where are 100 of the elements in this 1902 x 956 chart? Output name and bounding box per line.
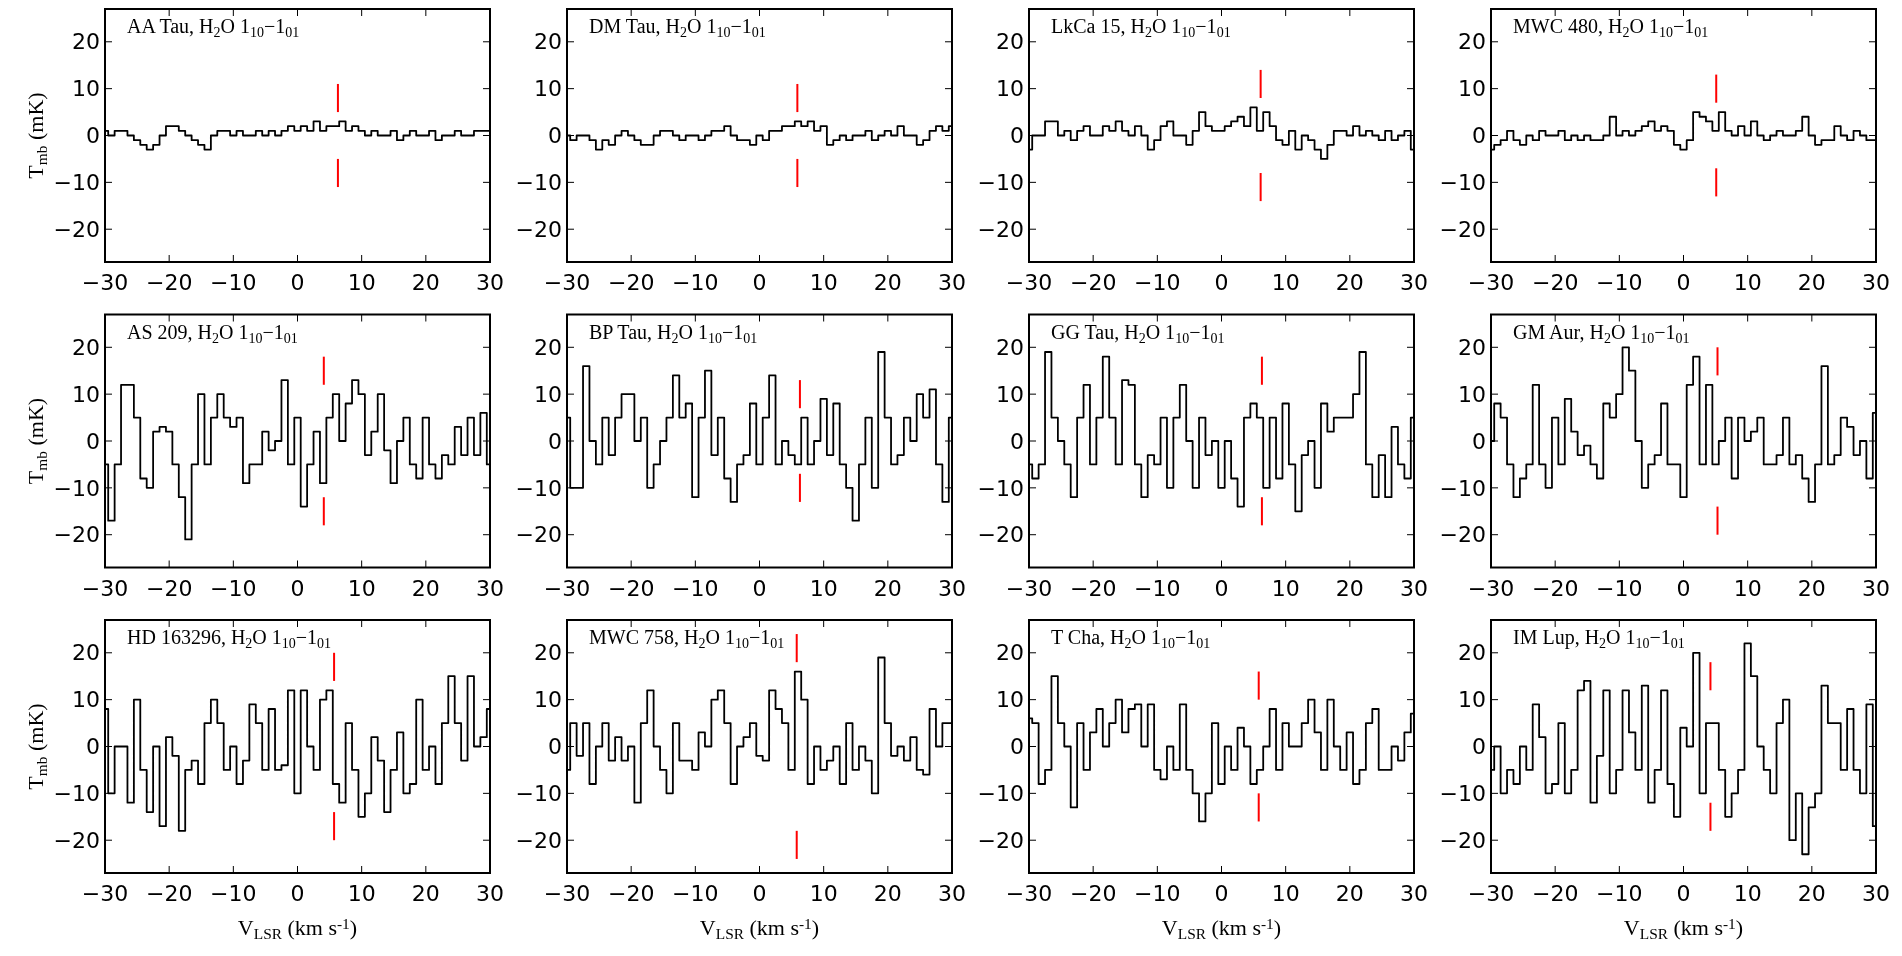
x-tick-label: 30 bbox=[1862, 575, 1890, 601]
x-tick-label: −10 bbox=[210, 575, 257, 601]
y-tick-label: 0 bbox=[1010, 123, 1024, 149]
y-tick-label: 10 bbox=[1458, 687, 1486, 713]
y-tick-label: −20 bbox=[977, 522, 1024, 548]
y-tick-label: 20 bbox=[534, 335, 562, 360]
x-tick-label: 20 bbox=[1335, 270, 1364, 295]
x-tick-label: −30 bbox=[543, 881, 591, 906]
x-tick-label: −10 bbox=[1596, 270, 1643, 295]
y-tick-label: 0 bbox=[86, 428, 100, 454]
x-tick-label: 0 bbox=[290, 575, 305, 601]
x-tick-label: 10 bbox=[809, 270, 838, 295]
y-tick-label: −20 bbox=[53, 522, 100, 548]
chart-title: T Cha, H$_{2}$O 1$_{10}$−1$_{01}$ bbox=[1051, 626, 1211, 651]
x-tick-label: 0 bbox=[1214, 881, 1229, 906]
x-tick-label: 10 bbox=[1733, 575, 1762, 601]
x-tick-label: −10 bbox=[1596, 575, 1643, 601]
y-tick-label: 20 bbox=[534, 29, 562, 55]
x-tick-label: −20 bbox=[607, 575, 655, 601]
x-tick-label: 30 bbox=[938, 881, 966, 906]
x-tick-label: −20 bbox=[1531, 575, 1579, 601]
y-tick-label: −10 bbox=[977, 170, 1024, 196]
x-tick-label: 20 bbox=[873, 575, 902, 601]
x-tick-label: −30 bbox=[1005, 881, 1053, 906]
y-tick-label: 20 bbox=[996, 640, 1024, 666]
y-tick-label: −20 bbox=[53, 216, 100, 242]
y-tick-label: 0 bbox=[548, 428, 562, 454]
x-tick-label: 0 bbox=[290, 270, 305, 295]
y-tick-label: −20 bbox=[515, 827, 562, 853]
y-tick-label: 20 bbox=[996, 29, 1024, 55]
x-tick-label: 30 bbox=[1862, 881, 1890, 906]
x-tick-label: −30 bbox=[1005, 575, 1053, 601]
x-tick-label: −30 bbox=[81, 575, 129, 601]
x-tick-label: 30 bbox=[938, 575, 966, 601]
y-tick-label: 0 bbox=[548, 123, 562, 149]
y-tick-label: 20 bbox=[72, 335, 100, 360]
x-axis-title: V$_{LSR}$ (km s$^{-1}$) bbox=[1623, 915, 1744, 942]
y-tick-label: −10 bbox=[53, 170, 100, 196]
x-tick-label: 0 bbox=[1676, 575, 1691, 601]
x-tick-label: 0 bbox=[752, 270, 767, 295]
x-tick-label: 0 bbox=[1214, 575, 1229, 601]
y-tick-label: −10 bbox=[53, 781, 100, 807]
x-tick-label: 20 bbox=[1335, 881, 1364, 906]
y-tick-label: 10 bbox=[72, 381, 100, 407]
y-tick-label: 10 bbox=[534, 381, 562, 407]
y-tick-label: 0 bbox=[548, 734, 562, 760]
y-tick-label: −20 bbox=[515, 216, 562, 242]
y-tick-label: 0 bbox=[1010, 428, 1024, 454]
y-tick-label: −10 bbox=[977, 475, 1024, 501]
x-tick-label: 10 bbox=[1733, 270, 1762, 295]
y-tick-label: 20 bbox=[72, 29, 100, 55]
x-tick-label: −30 bbox=[1005, 270, 1053, 295]
x-tick-label: 0 bbox=[1214, 270, 1229, 295]
x-tick-label: 0 bbox=[752, 881, 767, 906]
x-tick-label: −30 bbox=[81, 881, 129, 906]
x-axis-title: V$_{LSR}$ (km s$^{-1}$) bbox=[699, 915, 820, 942]
x-tick-label: −10 bbox=[210, 270, 257, 295]
x-tick-label: 20 bbox=[1335, 575, 1364, 601]
x-tick-label: −20 bbox=[1531, 270, 1579, 295]
x-tick-label: 0 bbox=[290, 881, 305, 906]
x-tick-label: 20 bbox=[1797, 270, 1826, 295]
x-tick-label: −10 bbox=[672, 270, 719, 295]
chart-title: AA Tau, H$_{2}$O 1$_{10}$−1$_{01}$ bbox=[127, 15, 300, 40]
x-tick-label: 30 bbox=[1400, 270, 1428, 295]
x-tick-label: 20 bbox=[873, 881, 902, 906]
x-tick-label: −20 bbox=[607, 881, 655, 906]
y-tick-label: −20 bbox=[1439, 216, 1486, 242]
chart-title: LkCa 15, H$_{2}$O 1$_{10}$−1$_{01}$ bbox=[1051, 15, 1231, 40]
y-tick-label: 20 bbox=[72, 640, 100, 666]
x-tick-label: −20 bbox=[1069, 575, 1117, 601]
x-tick-label: −10 bbox=[210, 881, 257, 906]
x-tick-label: 20 bbox=[1797, 881, 1826, 906]
y-tick-label: −10 bbox=[515, 170, 562, 196]
x-tick-label: 10 bbox=[347, 881, 376, 906]
y-tick-label: −20 bbox=[977, 216, 1024, 242]
y-tick-label: 0 bbox=[1472, 428, 1486, 454]
x-tick-label: 10 bbox=[1271, 575, 1300, 601]
x-tick-label: 30 bbox=[1862, 270, 1890, 295]
x-tick-label: 0 bbox=[1676, 270, 1691, 295]
chart-title: BP Tau, H$_{2}$O 1$_{10}$−1$_{01}$ bbox=[589, 320, 758, 345]
y-tick-label: 0 bbox=[1010, 734, 1024, 760]
y-tick-label: 20 bbox=[1458, 335, 1486, 360]
y-tick-label: 20 bbox=[1458, 29, 1486, 55]
x-tick-label: 10 bbox=[809, 881, 838, 906]
y-tick-label: 0 bbox=[86, 123, 100, 149]
x-tick-label: 30 bbox=[1400, 881, 1428, 906]
y-tick-label: 10 bbox=[996, 76, 1024, 102]
x-tick-label: −30 bbox=[543, 575, 591, 601]
x-tick-label: −20 bbox=[1531, 881, 1579, 906]
x-tick-label: 10 bbox=[347, 575, 376, 601]
x-tick-label: 10 bbox=[809, 575, 838, 601]
y-tick-label: −20 bbox=[515, 522, 562, 548]
x-tick-label: 20 bbox=[411, 881, 440, 906]
x-tick-label: −20 bbox=[145, 881, 193, 906]
y-tick-label: 0 bbox=[1472, 734, 1486, 760]
y-tick-label: 20 bbox=[1458, 640, 1486, 666]
x-tick-label: −10 bbox=[1134, 270, 1181, 295]
x-tick-label: −10 bbox=[1596, 881, 1643, 906]
x-tick-label: −10 bbox=[1134, 881, 1181, 906]
y-tick-label: −10 bbox=[1439, 170, 1486, 196]
